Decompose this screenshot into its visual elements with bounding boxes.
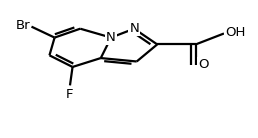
Text: F: F — [66, 88, 74, 101]
Text: N: N — [129, 22, 139, 35]
Text: OH: OH — [225, 26, 246, 39]
Text: Br: Br — [15, 19, 30, 32]
Text: N: N — [106, 31, 116, 44]
Text: O: O — [198, 58, 209, 71]
